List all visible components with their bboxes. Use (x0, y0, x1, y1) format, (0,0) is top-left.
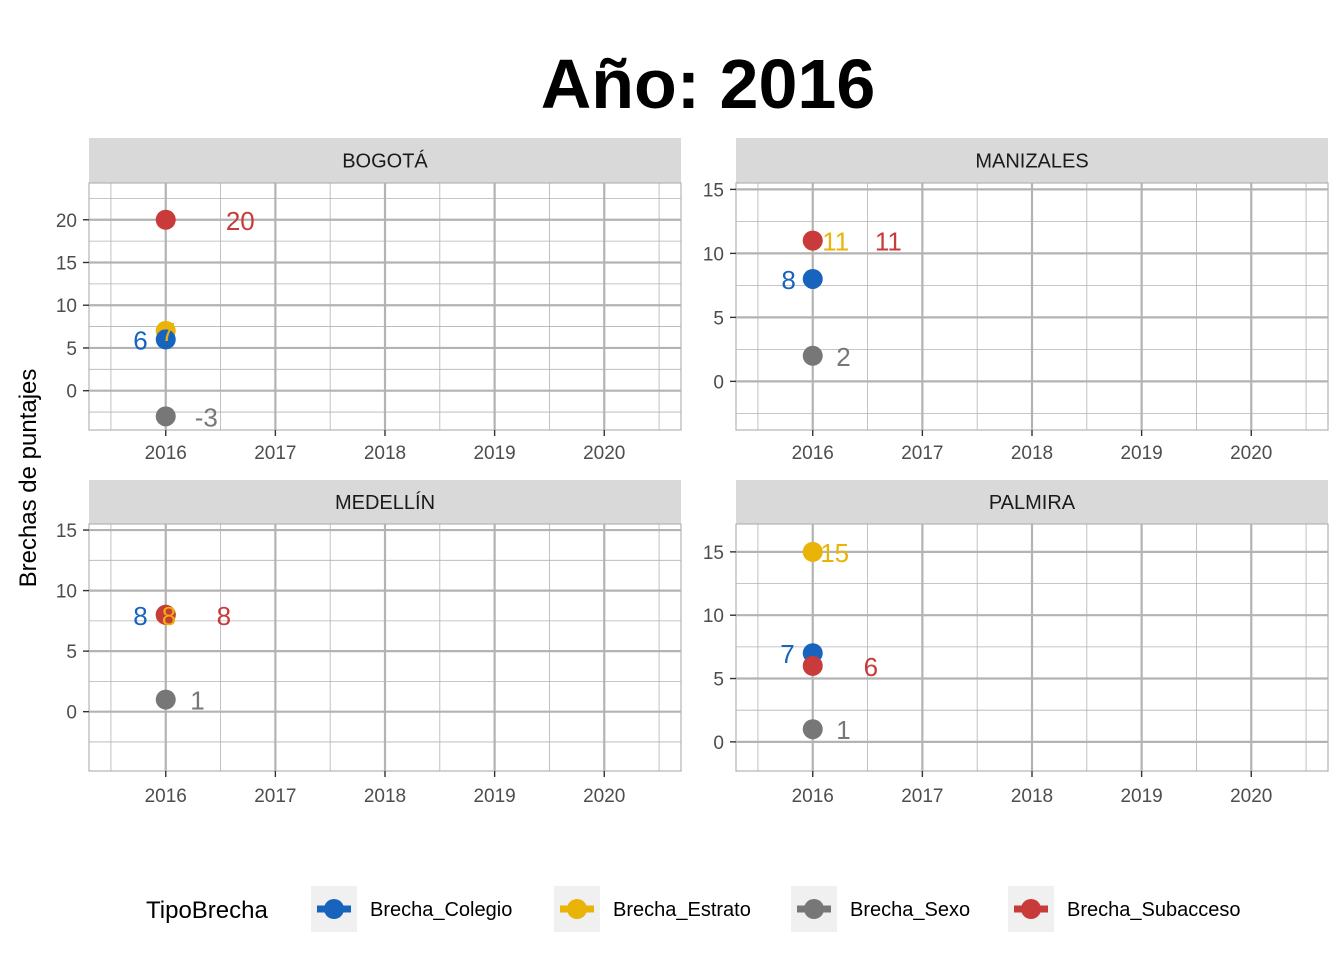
chart-title: Año: 2016 (541, 45, 876, 123)
data-label-brecha-subacceso: 6 (864, 652, 878, 682)
x-tick-label: 2019 (473, 443, 515, 464)
panel-strip-label: MANIZALES (975, 151, 1088, 173)
data-point-brecha-colegio (155, 329, 176, 350)
x-tick-label: 2017 (901, 443, 943, 464)
x-tick-label: 2020 (583, 786, 625, 807)
x-tick-label: 2016 (145, 786, 187, 807)
panel-strip-label: MEDELLÍN (335, 491, 435, 514)
data-point-brecha-sexo (155, 406, 176, 427)
data-point-brecha-subacceso (155, 604, 176, 625)
panel-strip-medellin (89, 480, 681, 524)
x-tick-label: 2016 (792, 443, 834, 464)
data-point-brecha-sexo (802, 719, 823, 740)
legend-item-label: Brecha_Colegio (370, 899, 512, 921)
data-label-brecha-colegio: 8 (781, 265, 795, 295)
x-tick-label: 2019 (1120, 443, 1162, 464)
data-label-brecha-colegio: 8 (133, 601, 147, 631)
x-tick-label: 2018 (1011, 786, 1053, 807)
x-tick-label: 2016 (145, 443, 187, 464)
y-tick-label: 0 (713, 733, 724, 754)
y-axis-label: Brechas de puntajes (15, 369, 42, 588)
data-label-brecha-colegio: 7 (780, 639, 794, 669)
x-tick-label: 2016 (792, 786, 834, 807)
data-label-brecha-subacceso: 11 (875, 227, 902, 257)
y-tick-label: 10 (703, 606, 724, 627)
y-tick-label: 10 (56, 582, 77, 603)
x-tick-label: 2020 (1230, 443, 1272, 464)
data-point-brecha-colegio (802, 268, 823, 289)
data-point-brecha-subacceso (802, 230, 823, 251)
legend-key-point (804, 899, 824, 919)
legend-item-brecha-subacceso: Brecha_Subacceso (1008, 886, 1240, 932)
y-tick-label: 5 (66, 339, 77, 360)
x-tick-label: 2020 (1230, 786, 1272, 807)
data-label-brecha-sexo: 1 (836, 715, 850, 745)
x-tick-label: 2018 (364, 786, 406, 807)
y-tick-label: 15 (703, 543, 724, 564)
data-label-brecha-subacceso: 20 (226, 206, 255, 236)
data-label-brecha-sexo: -3 (195, 402, 218, 432)
y-tick-label: 15 (56, 253, 77, 274)
y-tick-label: 0 (713, 372, 724, 393)
x-tick-label: 2019 (1120, 786, 1162, 807)
legend-key-point (567, 899, 587, 919)
x-tick-label: 2018 (1011, 443, 1053, 464)
legend-item-label: Brecha_Estrato (613, 899, 751, 921)
data-point-brecha-sexo (155, 689, 176, 710)
legend-title: TipoBrecha (146, 897, 268, 924)
y-tick-label: 5 (66, 642, 77, 663)
x-tick-label: 2019 (473, 786, 515, 807)
legend-key-point (324, 899, 344, 919)
legend-item-label: Brecha_Sexo (850, 899, 970, 921)
legend-item-brecha-estrato: Brecha_Estrato (554, 886, 751, 932)
y-tick-label: 10 (703, 244, 724, 265)
data-point-brecha-sexo (802, 345, 823, 366)
data-label-brecha-sexo: 2 (836, 342, 850, 372)
panel-palmira: PALMIRA 2016 2017 2018 2019 2020 0 5 10 15 15 7 6 1 (703, 480, 1329, 807)
panel-strip-palmira (736, 480, 1328, 524)
data-point-brecha-subacceso (802, 655, 823, 676)
y-tick-label: 5 (713, 308, 724, 329)
panel-strip-label: PALMIRA (989, 492, 1076, 514)
legend: TipoBrecha Brecha_Colegio Brecha_Estrato B… (146, 886, 1240, 932)
y-tick-label: 0 (66, 382, 77, 403)
legend-key-point (1021, 899, 1041, 919)
legend-item-brecha-colegio: Brecha_Colegio (311, 886, 512, 932)
x-tick-label: 2018 (364, 443, 406, 464)
data-label-brecha-estrato: 15 (820, 538, 849, 568)
y-tick-label: 15 (56, 521, 77, 542)
x-tick-label: 2017 (901, 786, 943, 807)
y-tick-label: 20 (56, 211, 77, 232)
data-point-brecha-estrato (802, 541, 823, 562)
data-label-brecha-estrato: 7 (161, 317, 175, 347)
data-label-brecha-subacceso: 8 (217, 601, 231, 631)
panel-manizales: MANIZALES 2016 2017 2018 2019 2020 0 5 10 15 11 11 8… (703, 138, 1329, 464)
legend-item-brecha-sexo: Brecha_Sexo (791, 886, 970, 932)
data-label-brecha-estrato: 8 (162, 601, 176, 631)
y-tick-label: 0 (66, 703, 77, 724)
y-tick-label: 5 (713, 670, 724, 691)
data-label-brecha-estrato: 11 (822, 227, 849, 257)
data-label-brecha-colegio: 6 (133, 325, 147, 355)
panel-strip-label: BOGOTÁ (342, 150, 428, 173)
legend-item-label: Brecha_Subacceso (1067, 899, 1240, 921)
x-tick-label: 2017 (254, 443, 296, 464)
data-point-brecha-subacceso (155, 209, 176, 230)
x-tick-label: 2017 (254, 786, 296, 807)
y-tick-label: 10 (56, 296, 77, 317)
panel-strip-bogota (89, 138, 681, 183)
data-label-brecha-sexo: 1 (190, 686, 204, 716)
y-tick-label: 15 (703, 180, 724, 201)
x-tick-label: 2020 (583, 443, 625, 464)
panel-strip-manizales (736, 138, 1328, 183)
